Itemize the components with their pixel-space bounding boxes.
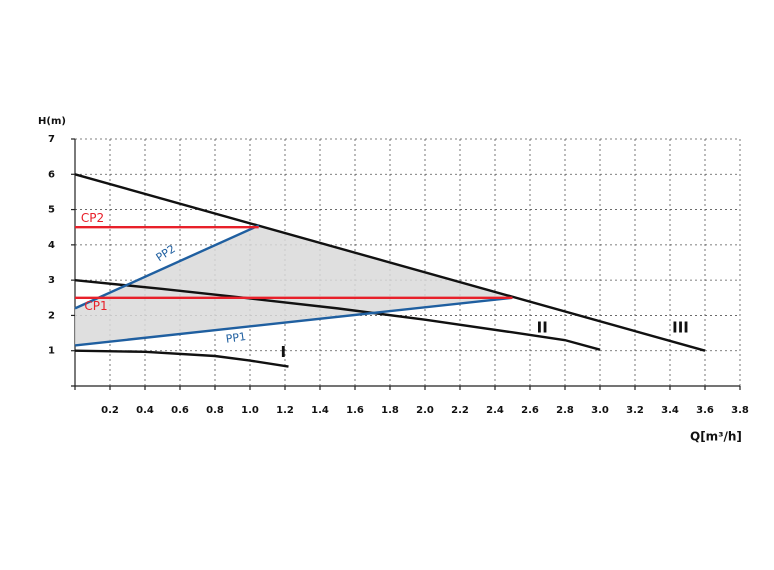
curve-label: III (672, 318, 689, 336)
y-tick-label: 5 (48, 205, 55, 216)
curve-label: CP2 (81, 211, 104, 225)
x-tick-label: 2.0 (416, 405, 434, 416)
x-tick-label: 1.0 (241, 405, 259, 416)
y-tick-label: 6 (48, 169, 55, 180)
y-tick-label: 4 (48, 240, 55, 251)
x-tick-label: 1.4 (311, 405, 329, 416)
curve-label: I (280, 343, 286, 361)
y-tick-label: 1 (48, 346, 55, 357)
x-axis-label: Q[m³/h] (690, 430, 742, 444)
curve-label: CP1 (84, 299, 107, 313)
curve (74, 296, 513, 347)
x-tick-label: 2.6 (521, 405, 539, 416)
y-tick-label: 3 (48, 275, 55, 286)
x-tick-label: 1.8 (381, 405, 399, 416)
x-tick-label: 0.6 (171, 405, 189, 416)
y-tick-label: 2 (48, 310, 55, 321)
curve (74, 278, 601, 351)
x-tick-label: 3.8 (731, 405, 749, 416)
x-tick-label: 0.8 (206, 405, 224, 416)
x-tick-label: 1.6 (346, 405, 364, 416)
y-tick-label: 7 (48, 134, 55, 145)
y-axis-label: H(m) (38, 116, 66, 127)
operating-area (75, 225, 513, 346)
x-tick-label: 1.2 (276, 405, 294, 416)
x-tick-label: 0.4 (136, 405, 154, 416)
x-tick-label: 3.0 (591, 405, 609, 416)
x-tick-label: 2.8 (556, 405, 574, 416)
curve (74, 349, 289, 368)
curve-label: PP2 (154, 242, 178, 264)
x-tick-label: 3.2 (626, 405, 644, 416)
curve (74, 224, 260, 310)
x-tick-label: 3.6 (696, 405, 714, 416)
x-tick-label: 2.2 (451, 405, 469, 416)
curve-label: PP1 (225, 330, 247, 346)
x-tick-label: 0.2 (101, 405, 119, 416)
x-tick-label: 3.4 (661, 405, 679, 416)
curve (74, 173, 706, 352)
curve-label: II (537, 318, 548, 336)
x-tick-label: 2.4 (486, 405, 504, 416)
